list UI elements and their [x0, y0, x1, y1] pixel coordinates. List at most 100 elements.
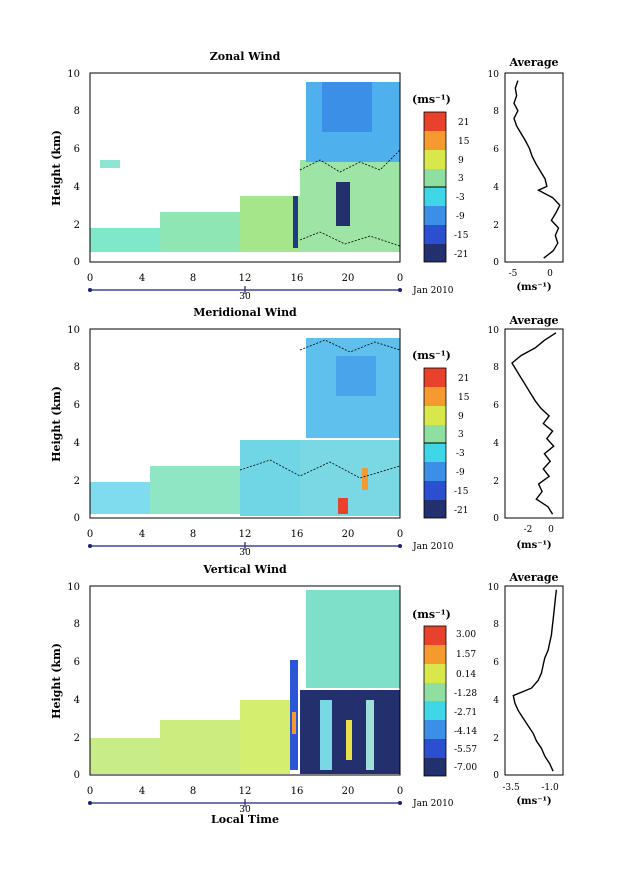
avg-y-tick: 10	[488, 326, 500, 336]
day-label: 30	[239, 548, 251, 558]
x-tick-label: 4	[139, 273, 145, 284]
avg-y-tick: 4	[493, 183, 499, 193]
x-tick-label: 16	[291, 786, 304, 797]
heatmap-cell	[320, 700, 332, 770]
x-tick-label: 4	[139, 529, 145, 540]
vertical-wind-panel: Vertical Wind Height (km) 0 2 4 6 8 10 0…	[50, 563, 564, 826]
colorbar-tick: -21	[454, 506, 469, 516]
colorbar-unit: (ms⁻¹)	[412, 608, 451, 621]
x-tick-label: 0	[397, 273, 403, 284]
y-tick-label: 6	[74, 144, 80, 155]
meridional-wind-ylabel: Height (km)	[50, 386, 63, 462]
colorbar-tick: 21	[458, 374, 469, 384]
zonal-wind-plot-frame	[89, 72, 401, 263]
avg-x-tick: -5	[509, 269, 518, 279]
date-axis: 30 Jan 2010	[88, 799, 454, 815]
zonal-wind-x-ticks: 0 4 8 12 16 20 0	[87, 273, 403, 284]
average-profile-line	[512, 589, 558, 772]
x-tick-label: 0	[87, 786, 93, 797]
colorbar-tick: -15	[454, 231, 469, 241]
y-tick-label: 0	[74, 770, 80, 781]
x-tick-label: 20	[342, 273, 355, 284]
heatmap-cell	[90, 738, 160, 774]
avg-y-tick: 2	[493, 221, 499, 231]
avg-y-tick: 0	[493, 771, 499, 781]
vertical-wind-colorbar: (ms⁻¹) 3.00 1.57 0.14 -1.28 -2.71 -4.14 …	[412, 608, 477, 777]
avg-y-tick: 8	[493, 107, 499, 117]
x-tick-label: 4	[139, 786, 145, 797]
vertical-wind-y-ticks: 0 2 4 6 8 10	[67, 582, 80, 781]
heatmap-cell	[322, 82, 372, 132]
average-frame	[504, 585, 564, 776]
colorbar-tick: -5.57	[454, 745, 477, 755]
y-tick-label: 4	[74, 438, 80, 449]
vertical-wind-x-ticks: 0 4 8 12 16 20 0	[87, 786, 403, 797]
colorbar-tick: 9	[458, 156, 464, 166]
y-tick-label: 10	[67, 69, 80, 80]
heatmap-cell	[160, 212, 240, 252]
zonal-wind-y-ticks: 0 2 4 6 8 10	[67, 69, 80, 268]
colorbar-tick: -2.71	[454, 708, 477, 718]
colorbar-tick: 3	[458, 430, 464, 440]
vertical-wind-heatmap	[90, 590, 400, 774]
contour-line	[299, 339, 401, 353]
colorbar-tick: -9	[456, 468, 465, 478]
day-label: 30	[239, 292, 251, 302]
y-tick-label: 10	[67, 582, 80, 593]
date-label: Jan 2010	[412, 286, 454, 296]
colorbar-tick: -1.28	[454, 689, 477, 699]
avg-x-tick: 0	[547, 269, 553, 279]
avg-y-tick: 6	[493, 401, 499, 411]
y-tick-label: 6	[74, 657, 80, 668]
avg-y-tick: 8	[493, 620, 499, 630]
average-frame	[504, 328, 564, 519]
meridional-wind-panel: Meridional Wind Height (km) 0 2 4 6 8 10…	[50, 306, 564, 558]
colorbar-tick: -3	[456, 449, 465, 459]
colorbar-tick: -15	[454, 487, 469, 497]
y-tick-label: 8	[74, 362, 80, 373]
avg-y-tick: 0	[493, 514, 499, 524]
heatmap-cell	[293, 196, 298, 248]
meridional-wind-y-ticks: 0 2 4 6 8 10	[67, 325, 80, 524]
x-tick-label: 0	[397, 786, 403, 797]
y-tick-label: 6	[74, 400, 80, 411]
date-label: Jan 2010	[412, 799, 454, 809]
day-label: 30	[239, 805, 251, 815]
avg-x-tick: -3.5	[502, 783, 520, 793]
colorbar-tick: 15	[458, 137, 470, 147]
x-tick-label: 8	[190, 529, 196, 540]
heatmap-cell	[338, 498, 348, 514]
x-tick-label: 12	[239, 786, 252, 797]
colorbar-tick: -3	[456, 193, 465, 203]
colorbar-tick: -21	[454, 250, 469, 260]
heatmap-cell	[346, 720, 352, 760]
y-tick-label: 8	[74, 106, 80, 117]
zonal-wind-ylabel: Height (km)	[50, 130, 63, 206]
avg-x-tick: -1.0	[541, 783, 559, 793]
meridional-wind-title: Meridional Wind	[193, 306, 297, 319]
x-tick-label: 20	[342, 529, 355, 540]
heatmap-cell	[336, 356, 376, 396]
heatmap-cell	[160, 720, 240, 774]
x-tick-label: 16	[291, 529, 304, 540]
x-tick-label: 8	[190, 273, 196, 284]
heatmap-cell	[90, 228, 160, 252]
colorbar-tick: 9	[458, 412, 464, 422]
avg-x-tick: 0	[548, 525, 554, 535]
avg-xlabel: (ms⁻¹)	[516, 540, 551, 551]
avg-xlabel: (ms⁻¹)	[516, 282, 551, 293]
zonal-wind-title: Zonal Wind	[210, 50, 281, 63]
avg-y-tick: 10	[488, 70, 500, 80]
avg-y-tick: 2	[493, 477, 499, 487]
vertical-wind-title: Vertical Wind	[202, 563, 287, 576]
avg-y-tick: 4	[493, 439, 499, 449]
avg-y-tick: 6	[493, 145, 499, 155]
avg-x-tick: -2	[524, 525, 533, 535]
heatmap-cell	[300, 440, 400, 516]
avg-y-tick: 0	[493, 258, 499, 268]
avg-y-tick: 6	[493, 658, 499, 668]
colorbar-tick: 3	[458, 174, 464, 184]
y-tick-label: 8	[74, 619, 80, 630]
x-tick-label: 0	[87, 529, 93, 540]
colorbar-tick: 21	[458, 118, 469, 128]
